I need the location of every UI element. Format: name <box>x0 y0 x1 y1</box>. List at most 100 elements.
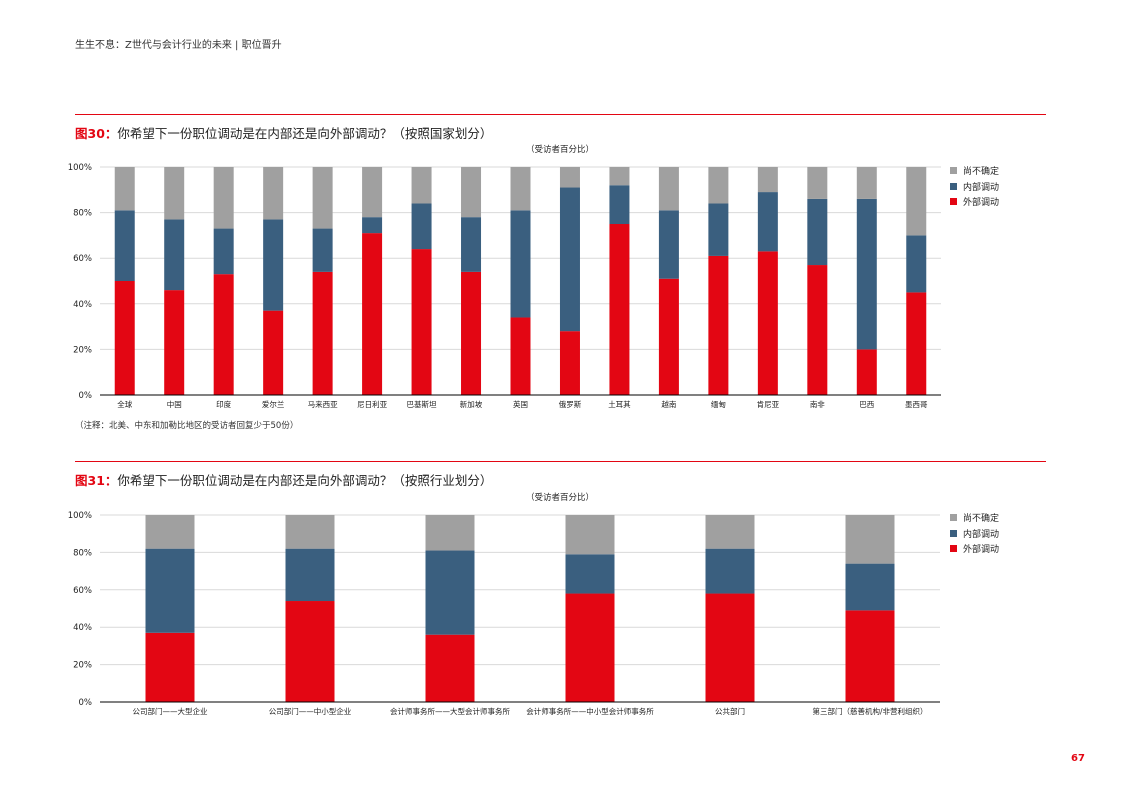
bar-external <box>708 255 729 395</box>
bar-unsure <box>559 167 580 188</box>
x-tick-label: 巴基斯坦 <box>407 399 437 409</box>
y-tick-label: 20% <box>73 661 92 671</box>
legend-item-internal: 内部调动 <box>950 179 999 195</box>
legend-swatch <box>950 529 957 537</box>
bar-external <box>461 271 482 395</box>
x-tick-label: 巴西 <box>859 400 874 409</box>
bar-unsure <box>845 515 895 564</box>
bar-unsure <box>856 167 877 199</box>
legend-label: 内部调动 <box>963 529 1000 540</box>
bar-internal <box>461 217 482 272</box>
bar-unsure <box>285 515 335 549</box>
section-divider <box>75 114 1046 115</box>
bar-unsure <box>164 167 185 220</box>
x-tick-label: 越南 <box>661 399 676 409</box>
bar-external <box>565 593 615 702</box>
x-tick-label: 土耳其 <box>608 399 631 409</box>
bar-external <box>705 593 755 702</box>
x-tick-label: 南非 <box>810 399 825 409</box>
bar-internal <box>845 563 895 611</box>
figure31-title-text: 你希望下一份职位调动是在内部还是向外部调动？（按照行业划分） <box>117 473 493 488</box>
bar-external <box>845 610 895 702</box>
bar-external <box>114 281 135 395</box>
bar-external <box>263 310 284 395</box>
legend-item-external: 外部调动 <box>950 194 999 210</box>
section-divider <box>75 461 1046 462</box>
y-tick-label: 60% <box>73 254 92 264</box>
bar-unsure <box>565 515 615 555</box>
legend-label: 尚不确定 <box>963 167 1000 178</box>
figure31-subtitle: （受访者百分比） <box>525 493 594 503</box>
bar-external <box>145 632 195 702</box>
bar-internal <box>807 198 828 266</box>
bar-external <box>312 271 333 395</box>
bar-unsure <box>705 515 755 549</box>
bar-unsure <box>708 167 729 204</box>
x-tick-label: 公共部门 <box>715 706 745 716</box>
figure30-title-text: 你希望下一份职位调动是在内部还是向外部调动？（按照国家划分） <box>117 126 493 141</box>
x-tick-label: 第三部门（慈善机构/非营利组织） <box>812 706 927 716</box>
y-tick-label: 40% <box>73 623 92 633</box>
bar-external <box>658 278 679 395</box>
bar-external <box>285 601 335 702</box>
bar-external <box>757 251 778 395</box>
x-tick-label: 公司部门——大型企业 <box>133 706 208 716</box>
bar-unsure <box>906 167 927 236</box>
bar-unsure <box>312 167 333 229</box>
x-tick-label: 爱尔兰 <box>262 399 285 409</box>
bar-unsure <box>609 167 630 186</box>
bar-unsure <box>461 167 482 218</box>
y-tick-label: 100% <box>68 511 92 521</box>
bar-internal <box>114 210 135 281</box>
bar-internal <box>559 187 580 332</box>
figure30-number: 图30： <box>75 126 118 141</box>
bar-internal <box>906 235 927 293</box>
bar-unsure <box>145 515 195 549</box>
bar-unsure <box>658 167 679 211</box>
bar-external <box>362 233 383 395</box>
bar-unsure <box>362 167 383 218</box>
legend-swatch <box>950 198 957 206</box>
bar-internal <box>263 219 284 311</box>
y-tick-label: 100% <box>68 163 92 173</box>
bar-internal <box>312 228 333 272</box>
y-tick-label: 40% <box>73 300 92 310</box>
legend-item-internal: 内部调动 <box>950 526 999 542</box>
bar-internal <box>565 554 615 594</box>
x-tick-label: 全球 <box>117 399 132 409</box>
legend-swatch <box>950 545 957 553</box>
bar-unsure <box>411 167 432 204</box>
figure30-title: 图30：你希望下一份职位调动是在内部还是向外部调动？（按照国家划分） <box>75 123 492 142</box>
y-tick-label: 0% <box>79 698 93 708</box>
bar-external <box>559 331 580 395</box>
bar-unsure <box>213 167 234 229</box>
page-number: 67 <box>1071 753 1085 764</box>
bar-unsure <box>425 515 475 551</box>
bar-internal <box>411 203 432 250</box>
bar-internal <box>708 203 729 256</box>
bar-internal <box>213 228 234 275</box>
bar-unsure <box>757 167 778 193</box>
bar-external <box>807 265 828 395</box>
bar-internal <box>609 185 630 224</box>
bar-unsure <box>114 167 135 211</box>
y-tick-label: 60% <box>73 586 92 596</box>
x-tick-label: 肯尼亚 <box>757 399 780 409</box>
y-tick-label: 20% <box>73 345 92 355</box>
bar-external <box>609 224 630 395</box>
x-tick-label: 会计师事务所——大型会计师事务所 <box>390 706 510 716</box>
figure30-legend: 尚不确定 内部调动 外部调动 <box>950 163 999 210</box>
x-tick-label: 新加坡 <box>460 399 483 409</box>
bar-unsure <box>807 167 828 199</box>
y-tick-label: 80% <box>73 548 92 558</box>
bar-external <box>411 249 432 395</box>
bar-external <box>164 290 185 395</box>
legend-swatch <box>950 167 957 175</box>
x-tick-label: 英国 <box>513 399 528 409</box>
bar-external <box>856 349 877 395</box>
legend-label: 外部调动 <box>963 545 1000 556</box>
bar-unsure <box>263 167 284 220</box>
bar-internal <box>362 217 383 234</box>
